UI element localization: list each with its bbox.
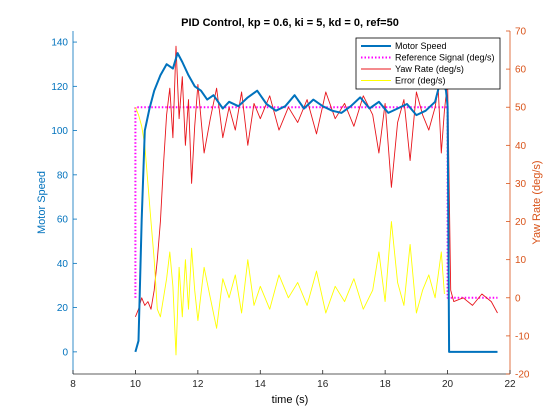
legend-label: Reference Signal (deg/s) (395, 53, 495, 63)
y-tick-label-left: 60 (57, 215, 69, 226)
legend: Motor Speed Reference Signal (deg/s)Yaw R… (355, 37, 501, 90)
y-tick-label-left: 20 (57, 303, 69, 314)
y-tick-label-right: 0 (515, 293, 521, 304)
chart-title: PID Control, kp = 0.6, ki = 5, kd = 0, r… (181, 17, 399, 29)
y-tick-label-right: 30 (515, 179, 527, 190)
legend-label: Yaw Rate (deg/s) (395, 64, 464, 74)
x-tick-label: 22 (504, 379, 516, 390)
y-tick-label-left: 80 (57, 170, 69, 181)
x-tick-label: 18 (380, 379, 392, 390)
y-tick-label-left: 0 (62, 347, 68, 358)
plot-area (134, 45, 498, 356)
x-tick-label: 14 (255, 379, 267, 390)
y-tick-label-left: 40 (57, 259, 69, 270)
x-tick-label: 10 (130, 379, 142, 390)
x-tick-label: 12 (192, 379, 204, 390)
series-line-error-deg-s (134, 107, 445, 356)
series-line-motor-speed (134, 52, 498, 353)
y-tick-label-left: 100 (51, 126, 68, 137)
y-tick-label-right: 40 (515, 141, 527, 152)
x-tick-label: 16 (317, 379, 329, 390)
y-tick-label-right: 20 (515, 217, 527, 228)
axes: 8 10 12 14 16 18 20 22 0 20 40 60 80 100 120 140 -20 -10 0… (51, 27, 530, 391)
x-axis-label: time (s) (272, 394, 309, 406)
y-tick-label-right: -10 (515, 331, 530, 342)
y-tick-label-right: -20 (515, 370, 530, 381)
x-tick-label: 8 (70, 379, 76, 390)
series-line-reference-signal-deg-s (134, 106, 498, 299)
y-tick-label-right: 60 (515, 65, 527, 76)
y-axis-label-right: Yaw Rate (deg/s) (531, 160, 543, 244)
y-tick-label-right: 10 (515, 255, 527, 266)
x-tick-label: 20 (442, 379, 454, 390)
y-axis-label-left: Motor Speed (36, 171, 48, 234)
y-tick-label-right: 70 (515, 27, 527, 38)
y-tick-label-right: 50 (515, 103, 527, 114)
series-lines (134, 45, 498, 356)
legend-entries: Motor Speed Reference Signal (deg/s)Yaw R… (361, 41, 495, 86)
y-tick-label-left: 140 (51, 38, 68, 49)
legend-label: Error (deg/s) (395, 76, 446, 86)
y-tick-label-left: 120 (51, 82, 68, 93)
legend-label: Motor Speed (395, 41, 447, 51)
